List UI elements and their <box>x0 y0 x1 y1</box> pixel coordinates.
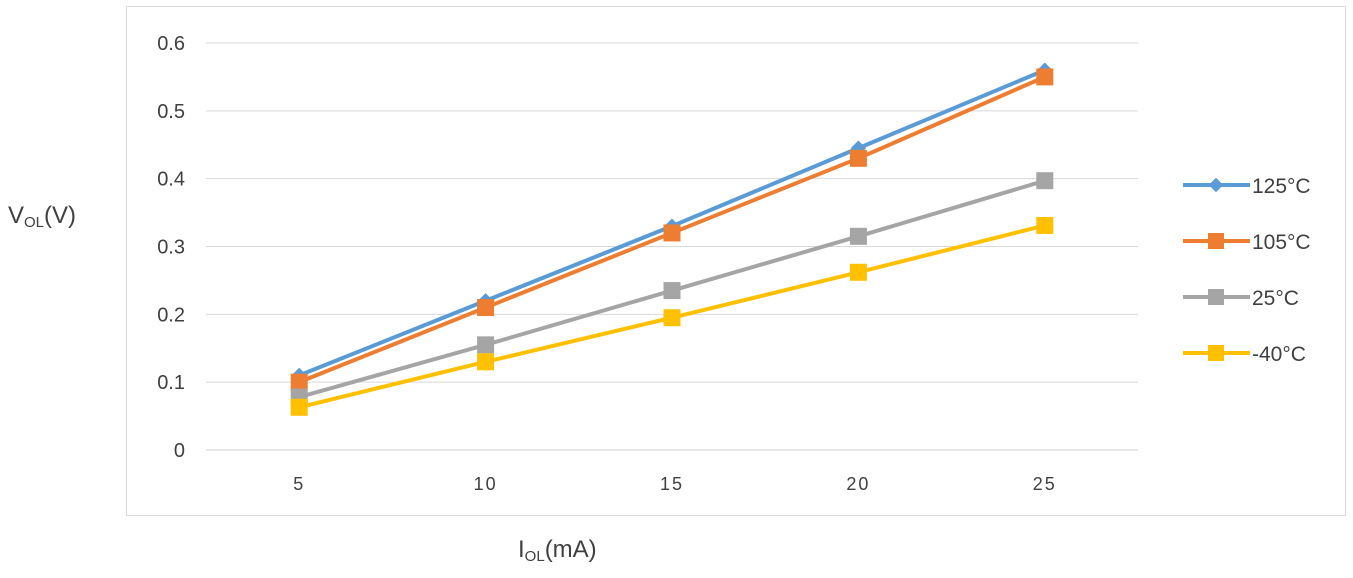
series-25°C <box>290 172 1054 406</box>
y-tick-label: 0.5 <box>157 101 185 123</box>
data-point <box>1036 216 1054 234</box>
y-tick-label: 0.2 <box>157 304 185 326</box>
data-point <box>663 224 681 242</box>
data-point <box>849 263 867 281</box>
x-tick-label: 5 <box>293 474 305 494</box>
legend: 125°C 105°C 25°C -40°C <box>1183 175 1311 366</box>
legend-label: 125°C <box>1252 175 1311 198</box>
legend-label: 105°C <box>1252 231 1311 254</box>
x-axis-label-main: I <box>518 536 525 563</box>
y-axis-label-sub: OL <box>24 214 45 231</box>
x-axis-label-unit: (mA) <box>544 536 597 563</box>
data-point <box>290 373 308 391</box>
data-point <box>477 336 495 354</box>
x-tick-label: 20 <box>846 474 870 494</box>
data-point <box>477 353 495 371</box>
legend-label: -40°C <box>1252 343 1306 366</box>
data-point <box>849 227 867 245</box>
y-axis-label-main: V <box>8 202 25 229</box>
data-point <box>477 299 495 317</box>
x-tick-labels: 5 10 15 20 25 <box>293 474 1057 494</box>
data-point <box>1208 289 1224 305</box>
chart-frame <box>126 6 1346 516</box>
x-axis-label-sub: OL <box>524 548 545 565</box>
y-tick-label: 0.6 <box>157 33 185 55</box>
data-point <box>663 282 681 300</box>
x-tick-label: 15 <box>660 474 684 494</box>
data-point <box>1036 68 1054 86</box>
data-point <box>1036 172 1054 190</box>
series-lines <box>290 62 1054 416</box>
legend-entry: 125°C <box>1183 175 1311 198</box>
data-point <box>849 149 867 167</box>
y-axis-label-unit: (V) <box>44 202 77 229</box>
data-point <box>290 398 308 416</box>
legend-label: 25°C <box>1252 287 1299 310</box>
y-axis-label: VOL(V) <box>8 202 77 231</box>
data-point <box>1208 177 1224 193</box>
series--40°C <box>290 216 1054 416</box>
y-tick-label: 0 <box>174 440 185 462</box>
y-tick-label: 0.3 <box>157 237 185 259</box>
x-tick-label: 25 <box>1033 474 1057 494</box>
gridlines <box>206 42 1138 451</box>
x-tick-label: 10 <box>474 474 498 494</box>
legend-entry: -40°C <box>1183 343 1306 366</box>
legend-entry: 105°C <box>1183 231 1311 254</box>
data-point <box>1208 233 1224 249</box>
x-axis-label: IOL(mA) <box>518 536 597 565</box>
data-point <box>1208 345 1224 361</box>
y-tick-label: 0.4 <box>157 169 185 191</box>
y-tick-labels: 0 0.1 0.2 0.3 0.4 0.5 0.6 <box>157 33 185 462</box>
legend-entry: 25°C <box>1183 287 1299 310</box>
series-105°C <box>290 68 1054 391</box>
data-point <box>663 309 681 327</box>
y-tick-label: 0.1 <box>157 372 185 394</box>
